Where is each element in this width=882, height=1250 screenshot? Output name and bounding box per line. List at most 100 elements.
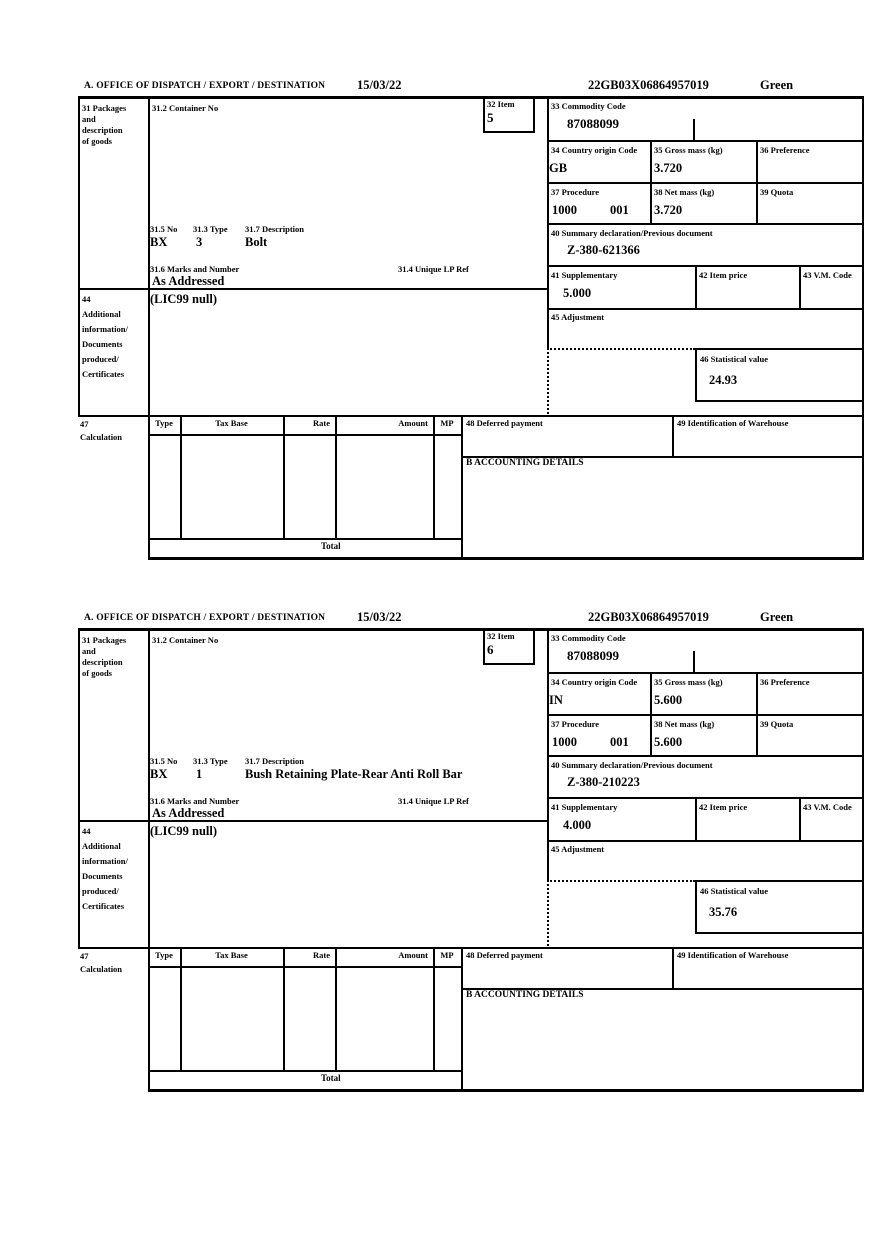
grid-line [78,628,80,947]
box-43-vm-code-label: 43 V.M. Code [803,802,852,812]
box-31-7-description-label: 31.7 Description [245,756,305,766]
box-31-label-line: description [82,125,123,135]
additional-information-value: (LIC99 null) [150,824,218,838]
packages-no-value: BX [150,235,168,249]
commodity-code-separator-tick [693,651,695,672]
box-49-warehouse-label: 49 Identification of Warehouse [677,418,789,428]
box-47-label-line: 47 [80,419,89,429]
box-40-summary-declaration-label: 40 Summary declaration/Previous document [551,228,713,238]
grid-line [547,265,864,267]
statistical-value: 24.93 [709,373,738,387]
grid-line [148,1089,864,1092]
box-34-country-origin-label: 34 Country origin Code [551,145,638,155]
grid-line [799,797,801,840]
declaration-reference: 22GB03X06864957019 [588,610,709,624]
box-31-label-line: 31 Packages [82,103,127,113]
supplementary-value: 5.000 [563,286,592,300]
box-31-label: 31 Packages and description of goods [82,635,126,679]
country-origin-code-value: GB [549,161,568,175]
grid-line [335,947,337,1070]
grid-line [695,932,864,934]
total-label: Total [321,1073,341,1083]
calc-col-mp-header: MP [440,418,454,428]
commodity-code-separator-tick [693,119,695,140]
box-31-6-marks-label: 31.6 Marks and Number [150,796,240,806]
box-42-item-price-label: 42 Item price [699,802,748,812]
box-48-deferred-payment-label: 48 Deferred payment [466,418,543,428]
grid-line [78,820,549,822]
item-number-value: 6 [487,642,494,657]
box-38-net-mass-label: 38 Net mass (kg) [654,719,715,729]
box-41-supplementary-label: 41 Supplementary [551,802,618,812]
additional-information-value: (LIC99 null) [150,292,218,306]
item-number-value: 5 [487,110,494,125]
item-number-box [483,628,535,665]
box-41-supplementary-label: 41 Supplementary [551,270,618,280]
box-47-label-line: 47 [80,951,89,961]
box-31-6-marks-label: 31.6 Marks and Number [150,264,240,274]
box-48-deferred-payment-label: 48 Deferred payment [466,950,543,960]
commodity-code-value: 87088099 [567,648,619,663]
grid-line [862,628,864,1092]
box-47-label: 47 Calculation [80,950,122,976]
box-31-4-unique-lp-ref-label: 31.4 Unique LP Ref [398,264,469,274]
box-44-label-line: Documents [82,339,123,349]
grid-line [695,348,697,400]
grid-line [650,140,652,223]
box-31-label-line: and [82,646,96,656]
box-44-label-line: 44 [82,294,91,304]
grid-line [148,628,150,1089]
box-31-5-no-label: 31.5 No [150,756,178,766]
grid-line [433,947,435,1070]
box-31-label: 31 Packages and description of goods [82,103,126,147]
box-32-item-label: 32 Item [487,99,515,109]
grid-line [78,288,549,290]
grid-line [335,415,337,538]
grid-line [756,672,758,755]
box-31-label-line: of goods [82,668,112,678]
accounting-details-label: B ACCOUNTING DETAILS [466,458,584,468]
grid-line [283,947,285,1070]
box-47-label: 47 Calculation [80,418,122,444]
procedure-code-2-value: 001 [610,203,629,217]
previous-document-value: Z-380-210223 [567,775,640,789]
grid-line [547,628,549,880]
grid-line [695,880,697,932]
dotted-grid-line [547,880,549,946]
box-31-3-type-label: 31.3 Type [193,756,228,766]
box-46-statistical-value-label: 46 Statistical value [700,886,768,896]
previous-document-value: Z-380-621366 [567,243,640,257]
dotted-grid-line [547,348,695,350]
grid-line [148,557,864,560]
gross-mass-value: 3.720 [654,161,683,175]
grid-line [148,538,463,540]
grid-line [461,415,463,557]
calc-col-type-header: Type [155,418,173,428]
box-47-label-line: Calculation [80,432,123,442]
box-44-label: 44 Additional information/ Documents pro… [82,824,128,914]
goods-description-value: Bush Retaining Plate-Rear Anti Roll Bar [245,767,463,781]
declaration-item-section: A. OFFICE OF DISPATCH / EXPORT / DESTINA… [78,78,864,560]
dotted-grid-line [547,880,695,882]
box-44-label-line: produced/ [82,354,119,364]
grid-line [547,223,864,225]
grid-line [695,797,697,840]
calc-col-amount-header: Amount [398,950,428,960]
grid-line [547,714,864,716]
goods-description-value: Bolt [245,235,268,249]
box-43-vm-code-label: 43 V.M. Code [803,270,852,280]
grid-line [695,265,697,308]
routing-status: Green [760,610,794,624]
calc-col-tax-base-header: Tax Base [215,950,248,960]
declaration-date: 15/03/22 [357,610,402,624]
box-31-label-line: and [82,114,96,124]
box-35-gross-mass-label: 35 Gross mass (kg) [654,677,723,687]
grid-line [672,415,674,457]
procedure-code-value: 1000 [552,735,577,749]
grid-line [862,96,864,560]
calc-col-type-header: Type [155,950,173,960]
box-38-net-mass-label: 38 Net mass (kg) [654,187,715,197]
gross-mass-value: 5.600 [654,693,683,707]
commodity-code-value: 87088099 [567,116,619,131]
calc-col-rate-header: Rate [313,950,330,960]
